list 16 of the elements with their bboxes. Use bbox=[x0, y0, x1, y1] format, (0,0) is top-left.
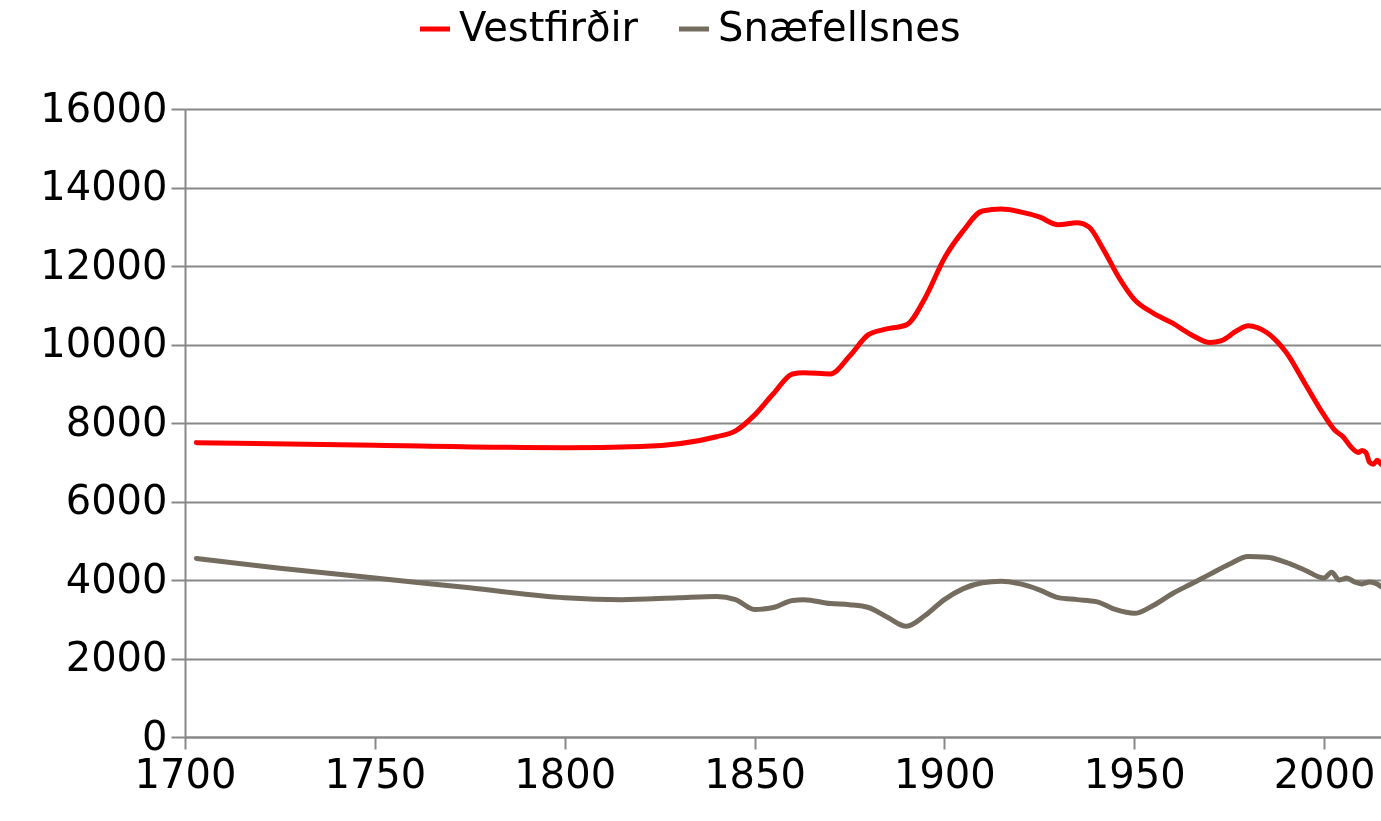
legend-label: Snæfellsnes bbox=[718, 4, 961, 50]
y-tick-label: 8000 bbox=[65, 398, 168, 445]
y-tick-label: 14000 bbox=[40, 163, 168, 209]
legend-label: Vestfirðir bbox=[459, 4, 639, 50]
y-tick-label: 10000 bbox=[40, 320, 168, 366]
x-tick-label: 1850 bbox=[704, 750, 806, 797]
x-tick-label: 1900 bbox=[893, 750, 996, 797]
x-tick-label: 2000 bbox=[1273, 750, 1376, 797]
x-tick-label: 1950 bbox=[1083, 750, 1186, 797]
y-tick-label: 12000 bbox=[40, 241, 168, 288]
y-tick-label: 2000 bbox=[65, 634, 168, 680]
x-tick-label: 1750 bbox=[324, 750, 427, 797]
y-tick-label: 6000 bbox=[65, 477, 168, 523]
y-tick-label: 4000 bbox=[65, 555, 168, 602]
y-tick-label: 16000 bbox=[40, 84, 168, 131]
x-tick-label: 1800 bbox=[514, 750, 617, 797]
